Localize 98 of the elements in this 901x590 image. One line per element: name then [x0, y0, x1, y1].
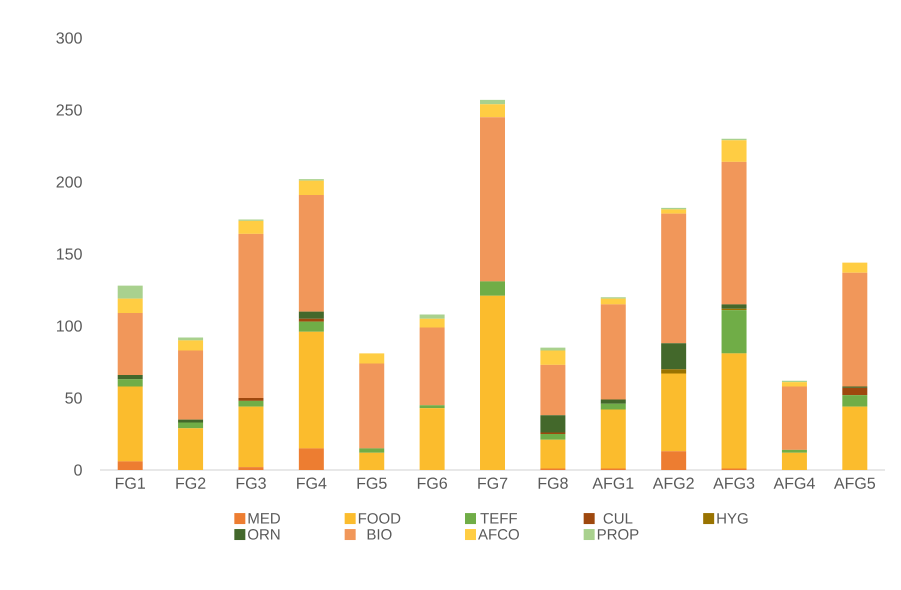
- y-tick-label: 250: [56, 104, 82, 116]
- bar: [178, 350, 204, 420]
- bar: [480, 100, 506, 104]
- bar: [661, 343, 686, 370]
- bar: [480, 281, 506, 296]
- bar: [540, 434, 566, 440]
- bar: [238, 406, 264, 468]
- bar: [178, 422, 204, 428]
- legend-label: BIO: [368, 529, 392, 540]
- bar: [661, 209, 686, 214]
- legend-label: FOOD: [358, 513, 400, 524]
- bar: [178, 420, 204, 422]
- x-tick-label: AFG2: [652, 478, 694, 489]
- bar: [118, 379, 143, 386]
- x-tick-label: FG7: [478, 478, 508, 489]
- bar: [661, 374, 686, 452]
- legend-label: TEFF: [480, 513, 517, 524]
- x-tick-label: FG1: [116, 478, 145, 489]
- bar: [842, 395, 868, 407]
- bar: [359, 363, 384, 448]
- bar: [118, 298, 143, 314]
- bar: [661, 214, 686, 344]
- bar: [722, 140, 747, 162]
- legend-label: PROP: [598, 529, 638, 540]
- bar: [420, 405, 445, 408]
- bar: [178, 340, 204, 350]
- bar: [782, 386, 807, 450]
- bar: [600, 399, 626, 404]
- bar: [842, 406, 868, 470]
- y-tick-label: 300: [56, 32, 82, 44]
- bar: [238, 234, 264, 398]
- bar: [540, 350, 566, 365]
- bar: [420, 318, 445, 328]
- bar: [178, 338, 204, 340]
- x-tick-label: AFG5: [834, 478, 876, 489]
- bar: [298, 448, 324, 470]
- legend-label: MED: [248, 513, 280, 524]
- bar: [600, 410, 626, 469]
- legend-label: ORN: [248, 529, 280, 540]
- bar: [238, 467, 264, 470]
- bar: [661, 369, 686, 374]
- bar: [238, 220, 264, 234]
- bar: [600, 304, 626, 400]
- bar: [298, 332, 324, 448]
- x-tick-label: FG3: [236, 478, 266, 489]
- bar: [298, 312, 324, 319]
- bar: [420, 314, 445, 319]
- bar: [420, 408, 445, 470]
- bar: [118, 386, 143, 462]
- bar: [178, 428, 204, 470]
- y-tick-label: 200: [56, 176, 82, 188]
- x-tick-label: AFG1: [592, 478, 634, 489]
- bar: [661, 451, 686, 470]
- bar: [540, 440, 566, 469]
- bar: [480, 104, 506, 118]
- y-tick-label: 150: [57, 248, 82, 260]
- bar: [480, 296, 506, 470]
- bar: [420, 327, 445, 406]
- bar: [238, 398, 264, 401]
- x-tick-label: FG8: [538, 478, 568, 489]
- bar: [842, 388, 868, 396]
- bar: [118, 286, 143, 299]
- y-tick-label: 50: [65, 392, 82, 404]
- y-tick-label: 0: [74, 464, 82, 476]
- bar: [540, 348, 566, 350]
- bar: [118, 461, 143, 470]
- bar: [782, 382, 807, 386]
- x-tick-label: FG2: [176, 478, 206, 489]
- bar: [782, 452, 807, 470]
- bar: [722, 310, 747, 354]
- legend-label: AFCO: [478, 529, 519, 540]
- x-tick-label: FG6: [418, 478, 447, 489]
- bar: [722, 353, 747, 469]
- bar: [238, 400, 264, 407]
- bar: [359, 452, 384, 470]
- bar: [722, 304, 747, 309]
- bar: [600, 298, 626, 304]
- bar: [118, 313, 143, 375]
- y-tick-label: 100: [57, 320, 82, 332]
- bar: [298, 194, 324, 312]
- x-tick-label: AFG3: [713, 478, 754, 489]
- bar: [842, 272, 868, 386]
- bar: [298, 180, 324, 195]
- bar: [722, 162, 747, 304]
- x-tick-label: AFG4: [774, 478, 815, 489]
- x-tick-label: FG4: [297, 478, 326, 489]
- bar: [842, 262, 868, 273]
- bar: [540, 415, 566, 433]
- x-tick-label: FG5: [357, 478, 387, 489]
- bar: [359, 448, 384, 453]
- bar: [600, 404, 626, 410]
- bar: [298, 322, 324, 332]
- legend-label: HYG: [717, 513, 748, 524]
- bar: [540, 364, 566, 416]
- bar: [480, 117, 506, 282]
- bar: [118, 374, 143, 380]
- legend-label: CUL: [604, 513, 632, 524]
- bar: [359, 353, 384, 364]
